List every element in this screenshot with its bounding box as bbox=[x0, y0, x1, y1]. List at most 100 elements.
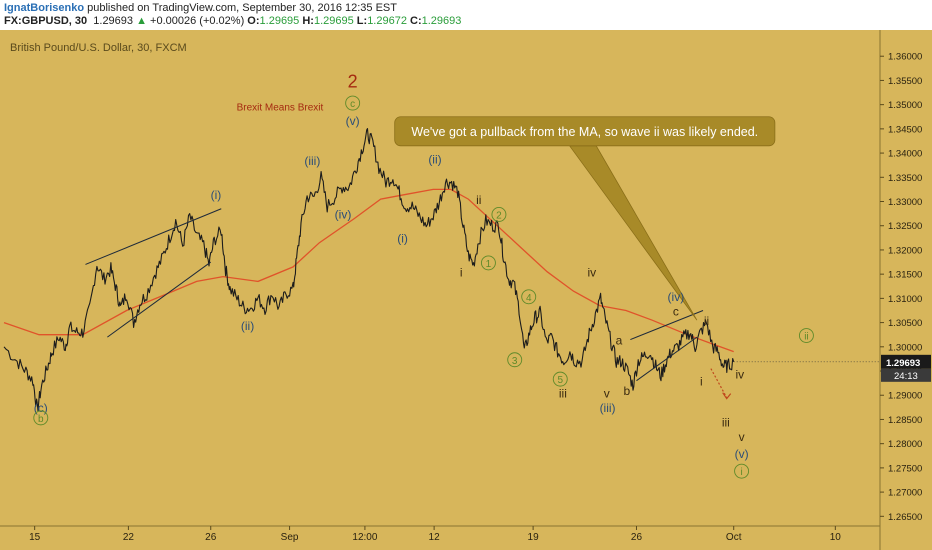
y-tick-label: 1.30500 bbox=[888, 318, 922, 329]
wave-label: 4 bbox=[526, 293, 532, 304]
wave-label: ii bbox=[804, 332, 808, 343]
countdown-tag-label: 24:13 bbox=[894, 371, 918, 382]
author-link[interactable]: IgnatBorisenko bbox=[4, 2, 85, 14]
x-tick-label: 15 bbox=[29, 532, 41, 543]
y-tick-label: 1.34500 bbox=[888, 124, 922, 135]
y-tick-label: 1.31500 bbox=[888, 270, 922, 281]
wave-label: (i) bbox=[397, 232, 408, 246]
y-tick-label: 1.35000 bbox=[888, 100, 922, 111]
wave-label-circle bbox=[734, 463, 750, 479]
close-value: 1.29693 bbox=[421, 15, 462, 27]
wave-label: i bbox=[740, 467, 742, 478]
y-tick-label: 1.27000 bbox=[888, 488, 922, 499]
publisher-line: IgnatBorisenko published on TradingView.… bbox=[4, 2, 397, 14]
wave-label: iii bbox=[722, 416, 730, 430]
trendline[interactable] bbox=[107, 261, 212, 338]
wave-label: 5 bbox=[557, 375, 563, 386]
last-price-tag-label: 1.29693 bbox=[886, 358, 920, 369]
wave-label: 3 bbox=[512, 356, 518, 367]
price-axis[interactable] bbox=[880, 30, 932, 550]
y-tick-label: 1.35500 bbox=[888, 76, 922, 87]
y-tick-label: 1.26500 bbox=[888, 512, 922, 523]
callout-text: We've got a pullback from the MA, so wav… bbox=[411, 125, 758, 139]
wave-label: 2 bbox=[496, 210, 502, 221]
forecast-arrow-icon bbox=[722, 392, 732, 400]
change-value: +0.00026 (+0.02%) bbox=[150, 15, 245, 27]
y-tick-label: 1.30000 bbox=[888, 342, 922, 353]
high-label: H: bbox=[302, 15, 314, 27]
wave-label: ii bbox=[476, 193, 481, 207]
change-arrow-icon: ▲ bbox=[136, 15, 147, 27]
price-line bbox=[3, 128, 735, 412]
wave-label: i bbox=[460, 266, 463, 280]
callout-box[interactable] bbox=[394, 116, 776, 147]
wave-label-circle bbox=[33, 410, 49, 426]
wave-label: (ii) bbox=[428, 153, 441, 167]
wave-label: iii bbox=[559, 387, 567, 401]
low-label: L: bbox=[356, 15, 368, 27]
wave-label: v bbox=[604, 387, 610, 401]
wave-label: i bbox=[700, 375, 703, 389]
open-value: 1.29695 bbox=[259, 15, 300, 27]
x-tick-label: 22 bbox=[123, 532, 135, 543]
wave-label: b bbox=[623, 384, 630, 398]
instrument-label: British Pound/U.S. Dollar, 30, FXCM bbox=[10, 42, 187, 54]
trendline[interactable] bbox=[636, 336, 698, 382]
wave-label: iv bbox=[736, 367, 745, 381]
wave-label-circle bbox=[480, 255, 496, 271]
y-tick-label: 1.28000 bbox=[888, 439, 922, 450]
trendline[interactable] bbox=[85, 208, 222, 265]
y-tick-label: 1.36000 bbox=[888, 52, 922, 63]
wave-label-circle bbox=[552, 371, 568, 387]
wave-label: (v) bbox=[346, 114, 360, 128]
y-tick-label: 1.32000 bbox=[888, 245, 922, 256]
ohlc-line: FX:GBPUSD, 30 1.29693 ▲ +0.00026 (+0.02%… bbox=[4, 15, 461, 27]
published-text: published on TradingView.com, September … bbox=[84, 2, 397, 14]
wave-label: c bbox=[673, 304, 679, 318]
x-tick-label: 26 bbox=[631, 532, 643, 543]
wave-label-circle bbox=[491, 207, 507, 222]
low-value: 1.29672 bbox=[367, 15, 407, 27]
wave-label: (iv) bbox=[335, 207, 352, 221]
y-tick-label: 1.33000 bbox=[888, 197, 922, 208]
wave-label: 1 bbox=[486, 259, 492, 270]
trendline[interactable] bbox=[630, 310, 704, 341]
wave-label: ii bbox=[704, 314, 709, 328]
x-tick-label: 12 bbox=[429, 532, 441, 543]
wave-label: (ii) bbox=[241, 319, 254, 333]
y-tick-label: 1.29000 bbox=[888, 391, 922, 402]
x-tick-label: 12:00 bbox=[352, 532, 377, 543]
wave-label: (v) bbox=[735, 447, 749, 461]
wave-label-major: 2 bbox=[348, 72, 358, 92]
price-chart[interactable]: British Pound/U.S. Dollar, 30, FXCM 1.360… bbox=[0, 30, 932, 550]
high-value: 1.29695 bbox=[313, 15, 354, 27]
wave-label: (iii) bbox=[600, 401, 616, 415]
last-price: 1.29693 bbox=[93, 15, 134, 27]
wave-label: (iv) bbox=[668, 290, 685, 304]
y-tick-label: 1.33500 bbox=[888, 173, 922, 184]
x-tick-label: 26 bbox=[205, 532, 217, 543]
x-tick-label: 19 bbox=[528, 532, 540, 543]
close-label: C: bbox=[410, 15, 422, 27]
x-tick-label: Sep bbox=[281, 532, 299, 543]
wave-label-circle bbox=[521, 289, 537, 305]
wave-label: (i) bbox=[211, 188, 222, 202]
symbol-label: FX:GBPUSD, 30 bbox=[4, 15, 88, 27]
wave-label-circle bbox=[507, 352, 523, 368]
forecast-path bbox=[710, 368, 728, 398]
wave-label: (iii) bbox=[304, 154, 320, 168]
annotation-text: Brexit Means Brexit bbox=[237, 102, 324, 113]
y-tick-label: 1.34000 bbox=[888, 149, 922, 160]
wave-label: a bbox=[616, 333, 623, 347]
open-label: O: bbox=[247, 15, 260, 27]
wave-label: v bbox=[739, 430, 745, 444]
plot-area[interactable] bbox=[0, 30, 880, 526]
countdown-tag bbox=[881, 368, 931, 382]
chart-header: IgnatBorisenko published on TradingView.… bbox=[0, 0, 932, 30]
y-tick-label: 1.32500 bbox=[888, 221, 922, 232]
x-tick-label: 10 bbox=[830, 532, 842, 543]
y-tick-label: 1.27500 bbox=[888, 463, 922, 474]
wave-label: c bbox=[350, 99, 355, 110]
wave-label-circle bbox=[798, 328, 814, 343]
wave-label: b bbox=[38, 414, 44, 425]
